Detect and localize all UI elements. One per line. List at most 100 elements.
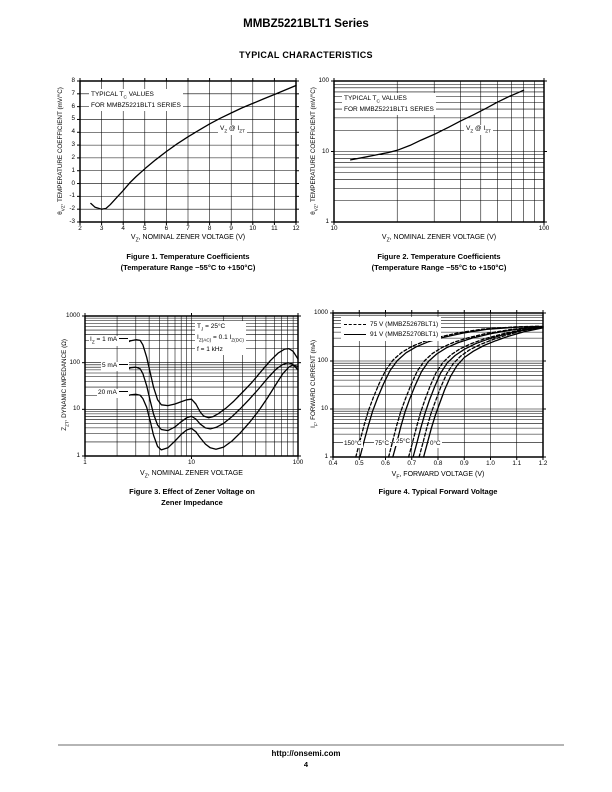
y-tick-label: 10: [72, 405, 80, 413]
fig4-legend: 75 V (MMBZ5267BLT1) 91 V (MMBZ5270BLT1): [341, 317, 442, 341]
legend-label: 91 V (MMBZ5270BLT1): [370, 330, 439, 338]
page-title: MMBZ5221BLT1 Series: [243, 18, 369, 30]
x-tick-label: 0.7: [407, 460, 417, 467]
y-tick-label: 5: [71, 115, 75, 123]
y-tick-label: 10: [321, 147, 329, 155]
caption-line: Figure 3. Effect of Zener Voltage on: [129, 487, 255, 496]
y-tick-label: 8: [71, 77, 75, 84]
x-tick-label: 10: [187, 459, 196, 466]
caption-line: Figure 2. Temperature Coefficients: [377, 252, 501, 261]
solid-line-sample: [344, 333, 366, 335]
fig1-x-axis-label: VZ, NOMINAL ZENER VOLTAGE (V): [130, 234, 246, 244]
y-tick-label: 1000: [65, 312, 80, 319]
fig1-caption: Figure 1. Temperature Coefficients (Temp…: [58, 252, 318, 273]
y-tick-label: 6: [71, 102, 75, 110]
y-tick-label: 100: [69, 358, 80, 366]
fig1-y-axis-label: θVZ, TEMPERATURE COEFFICIENT (mV/°C): [57, 87, 66, 215]
note-line: TYPICAL TC VALUES: [344, 95, 407, 104]
fig4-caption: Figure 4. Typical Forward Voltage: [311, 487, 565, 498]
note-line: FOR MMBZ5221BLT1 SERIES: [91, 102, 181, 110]
y-tick-label: 100: [317, 357, 328, 364]
note-line: IZ(AC) = 0.1 IZ(DC): [197, 334, 244, 343]
fig3-series-label-20ma: 20 mA: [97, 389, 129, 398]
caption-line: (Temperature Range −55°C to +150°C): [371, 262, 507, 272]
x-tick-label: 1.1: [512, 460, 522, 467]
fig2-plot: TYPICAL TC VALUES FOR MMBZ5221BLT1 SERIE…: [318, 77, 549, 232]
legend-label: 75 V (MMBZ5267BLT1): [370, 320, 439, 328]
y-tick-label: 7: [71, 89, 75, 97]
leader-line: [119, 338, 129, 339]
y-tick-label: 4: [71, 128, 75, 136]
y-tick-label: 100: [318, 77, 329, 84]
x-tick-label: 3: [99, 225, 104, 232]
x-tick-label: 7: [186, 225, 190, 232]
y-tick-label: -1: [69, 192, 75, 200]
y-tick-label: 1: [325, 218, 329, 225]
x-tick-label: 2: [78, 225, 82, 232]
section-heading: TYPICAL CHARACTERISTICS: [239, 50, 373, 60]
x-tick-label: 100: [538, 225, 550, 232]
x-tick-label: 0.9: [459, 460, 469, 467]
fig3-caption: Figure 3. Effect of Zener Voltage on Zen…: [62, 487, 322, 508]
y-tick-label: 10: [320, 405, 328, 412]
fig1-curve-label: VZ @ IZT: [218, 125, 247, 135]
caption-line: Figure 1. Temperature Coefficients: [126, 252, 250, 261]
series-label-text: 5 mA: [102, 362, 118, 369]
x-tick-label: 1.0: [486, 460, 495, 467]
footer-url: http://onsemi.com: [271, 749, 341, 758]
series-label-text: 20 mA: [98, 389, 117, 396]
y-tick-label: 1: [324, 453, 328, 460]
fig4-x-axis-label: VF, FORWARD VOLTAGE (V): [391, 471, 485, 481]
caption-line: Figure 4. Typical Forward Voltage: [378, 487, 498, 496]
x-tick-label: 12: [292, 225, 300, 232]
x-tick-label: 1.2: [538, 460, 548, 467]
x-tick-label: 5: [143, 225, 147, 232]
fig2-x-axis-label: VZ, NOMINAL ZENER VOLTAGE (V): [381, 234, 497, 244]
y-tick-label: 2: [71, 153, 75, 161]
x-tick-label: 10: [330, 225, 338, 232]
fig3-series-label-5ma: 5 mA: [101, 362, 130, 371]
x-tick-label: 1: [83, 459, 87, 466]
note-line: TYPICAL TC VALUES: [91, 91, 154, 100]
y-tick-label: -2: [69, 205, 75, 213]
x-tick-label: 0.8: [433, 460, 443, 467]
y-tick-label: 1000: [313, 309, 328, 316]
x-tick-label: 10: [249, 225, 257, 232]
leader-line: [119, 364, 129, 365]
fig1-typical-values-note: TYPICAL TC VALUES FOR MMBZ5221BLT1 SERIE…: [89, 89, 183, 112]
fig2-typical-values-note: TYPICAL TC VALUES FOR MMBZ5221BLT1 SERIE…: [342, 93, 436, 116]
x-tick-label: 100: [292, 459, 304, 466]
fig4-temp-label-150c: 150°C: [343, 440, 363, 449]
y-tick-label: 1: [71, 166, 75, 174]
page-number: 4: [303, 760, 309, 769]
fig4-plot: 75 V (MMBZ5267BLT1) 91 V (MMBZ5270BLT1) …: [314, 309, 547, 467]
x-tick-label: 8: [207, 225, 212, 232]
fig2-curve-label: VZ @ IZT: [464, 125, 493, 135]
series-label-text: IZ = 1 mA: [90, 336, 118, 345]
dashed-line-sample: [344, 323, 366, 325]
note-line: f = 1 kHz: [197, 345, 223, 353]
fig4-temp-label-0c: 0°C: [429, 440, 442, 449]
fig2-caption: Figure 2. Temperature Coefficients (Temp…: [313, 252, 565, 273]
fig3-x-axis-label: VZ, NOMINAL ZENER VOLTAGE: [140, 470, 243, 480]
fig3-conditions-note: TJ = 25°C IZ(AC) = 0.1 IZ(DC) f = 1 kHz: [195, 321, 246, 355]
x-tick-label: 0.5: [354, 460, 364, 467]
note-line: FOR MMBZ5221BLT1 SERIES: [344, 106, 434, 114]
footer-divider: [58, 744, 564, 746]
caption-line: Zener Impedance: [161, 497, 223, 507]
y-tick-label: 3: [71, 141, 75, 149]
x-tick-label: 9: [229, 225, 233, 232]
fig3-plot: TJ = 25°C IZ(AC) = 0.1 IZ(DC) f = 1 kHz …: [66, 312, 303, 466]
x-tick-label: 0.6: [381, 460, 390, 467]
x-tick-label: 4: [121, 225, 125, 232]
note-line: TJ = 25°C: [197, 323, 226, 332]
caption-line: (Temperature Range −55°C to +150°C): [120, 262, 256, 272]
x-tick-label: 0.4: [328, 460, 338, 467]
fig4-temp-label-25c: 25°C: [395, 438, 412, 447]
legend-row: 75 V (MMBZ5267BLT1): [344, 319, 438, 329]
leader-line: [118, 391, 128, 392]
x-tick-label: 6: [164, 225, 169, 232]
fig1-plot: TYPICAL TC VALUES FOR MMBZ5221BLT1 SERIE…: [69, 77, 299, 232]
y-tick-label: 0: [71, 179, 75, 187]
legend-row: 91 V (MMBZ5270BLT1): [344, 329, 438, 339]
